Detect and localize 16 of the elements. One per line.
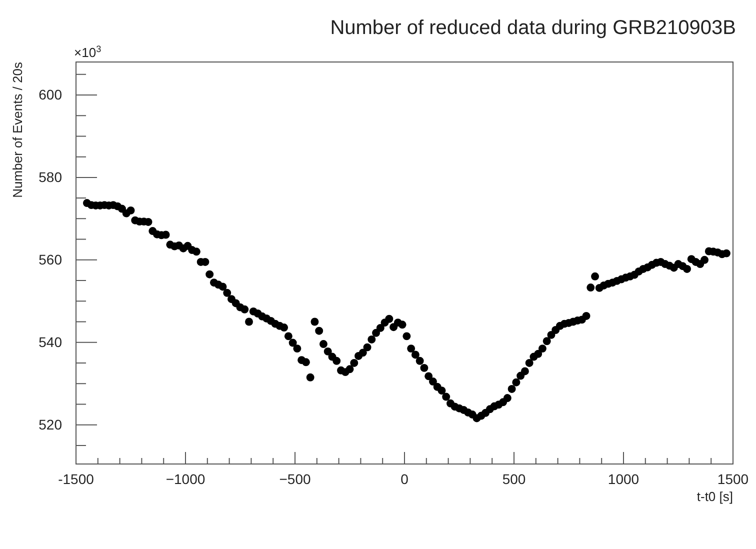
x-tick-label: 1500 [717,470,749,487]
x-tick-label: -1500 [58,470,94,487]
x-tick-label: 500 [502,470,526,487]
x-axis-title: t-t0 [s] [696,489,733,504]
y-tick-label: 520 [38,416,62,432]
y-tick-label: 600 [38,86,62,102]
y-tick-label: 580 [38,168,62,185]
chart-title: Number of reduced data during GRB210903B [330,17,736,39]
x-tick-label: 0 [400,470,409,487]
y-axis-title: Number of Events / 20s [10,62,25,198]
x-tick-label: −1000 [166,470,206,487]
x-tick-label: 1000 [608,470,640,487]
text: ×10$^{3}$ [74,44,102,60]
y-tick-label: 540 [38,334,62,350]
x-tick-label: −500 [279,470,311,487]
y-tick-label: 560 [38,251,62,268]
